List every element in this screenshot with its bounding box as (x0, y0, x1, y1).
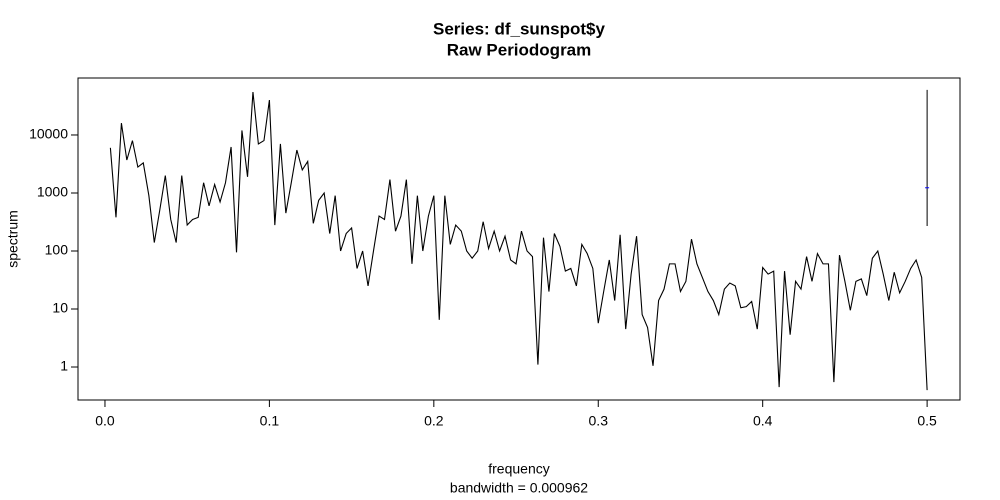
x-axis-label: frequency (488, 461, 549, 477)
y-tick-label: 1 (60, 358, 68, 374)
y-tick-label: 1000 (37, 184, 68, 200)
plot-frame (77, 77, 961, 401)
x-tick-label: 0.1 (260, 413, 280, 429)
y-axis-label: spectrum (5, 210, 21, 268)
x-tick-label: 0.3 (589, 413, 609, 429)
y-tick-label: 100 (45, 242, 69, 258)
x-tick-label: 0.5 (917, 413, 937, 429)
y-tick-label: 10 (52, 300, 68, 316)
spectrum-line (109, 91, 928, 391)
x-tick-label: 0.2 (424, 413, 444, 429)
x-tick-label: 0.0 (95, 413, 115, 429)
chart-title: Series: df_sunspot$y (433, 19, 605, 38)
x-tick-label: 0.4 (753, 413, 773, 429)
chart-subtitle: Raw Periodogram (447, 40, 592, 59)
y-tick-label: 10000 (29, 126, 68, 142)
x-axis-sublabel: bandwidth = 0.000962 (450, 480, 588, 496)
